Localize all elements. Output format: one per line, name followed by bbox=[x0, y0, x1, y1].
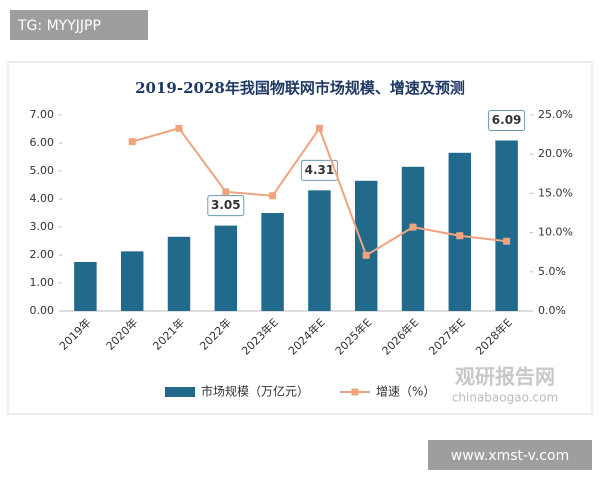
bar bbox=[354, 180, 378, 311]
marker bbox=[222, 188, 230, 196]
marker bbox=[175, 124, 183, 132]
data-label: 3.05 bbox=[211, 198, 241, 212]
x-tick-label: 2022年 bbox=[197, 315, 234, 352]
y2-tick-label: 5.0% bbox=[538, 265, 566, 278]
watermark: 观研报告网 bbox=[455, 365, 555, 389]
marker bbox=[409, 223, 417, 231]
x-tick-label: 2025年E bbox=[332, 315, 374, 357]
data-label: 4.31 bbox=[305, 163, 335, 177]
bar bbox=[167, 236, 191, 311]
chart-frame bbox=[7, 61, 593, 415]
chart-title: 2019-2028年我国物联网市场规模、增速及预测 bbox=[135, 79, 465, 97]
x-tick-label: 2023年E bbox=[238, 315, 280, 357]
x-tick-label: 2020年 bbox=[103, 315, 140, 352]
watermark-box bbox=[10, 10, 148, 40]
x-tick-label: 2028年E bbox=[472, 315, 514, 357]
marker bbox=[315, 124, 323, 132]
marker bbox=[503, 237, 511, 245]
legend-swatch bbox=[165, 387, 195, 397]
bar bbox=[261, 213, 284, 311]
marker bbox=[269, 192, 277, 200]
data-label-box bbox=[207, 195, 245, 217]
y-tick-label: 4.00 bbox=[30, 192, 55, 205]
marker bbox=[362, 251, 370, 259]
x-tick-label: 2027年E bbox=[426, 315, 468, 357]
y2-tick-label: 0.0% bbox=[538, 304, 566, 317]
marker bbox=[456, 232, 464, 240]
bar bbox=[308, 190, 331, 311]
y2-tick-label: 25.0% bbox=[538, 108, 573, 121]
watermark: chinabaogao.com bbox=[452, 391, 558, 405]
bar bbox=[495, 140, 518, 311]
watermark: TG: MYYJJPP bbox=[17, 18, 101, 34]
data-label-box bbox=[488, 109, 526, 131]
y2-tick-label: 20.0% bbox=[538, 147, 573, 160]
bar bbox=[448, 152, 472, 311]
bar bbox=[214, 225, 238, 311]
y-tick-label: 5.00 bbox=[30, 164, 55, 177]
bar bbox=[401, 166, 425, 311]
x-tick-label: 2019年 bbox=[56, 315, 93, 352]
legend-label: 增速（%） bbox=[376, 385, 435, 399]
x-tick-label: 2026年E bbox=[379, 315, 421, 357]
y2-tick-label: 10.0% bbox=[538, 226, 573, 239]
legend-label: 市场规模（万亿元） bbox=[201, 384, 309, 399]
bar bbox=[120, 251, 144, 311]
data-label-box bbox=[300, 159, 338, 181]
x-tick-label: 2024年E bbox=[285, 315, 327, 357]
watermark-box bbox=[428, 440, 592, 470]
y2-tick-label: 15.0% bbox=[538, 186, 573, 199]
y-tick-label: 3.00 bbox=[30, 220, 55, 233]
y-tick-label: 0.00 bbox=[30, 304, 55, 317]
data-label: 6.09 bbox=[492, 113, 522, 127]
watermark: www.xmst-v.com bbox=[451, 448, 569, 464]
legend-swatch bbox=[351, 388, 359, 396]
x-tick-label: 2021年 bbox=[150, 315, 187, 352]
y-tick-label: 6.00 bbox=[30, 136, 55, 149]
marker bbox=[128, 138, 136, 146]
y-tick-label: 1.00 bbox=[30, 276, 55, 289]
y-tick-label: 2.00 bbox=[30, 248, 55, 261]
bar bbox=[74, 262, 97, 311]
y-tick-label: 7.00 bbox=[30, 108, 55, 121]
